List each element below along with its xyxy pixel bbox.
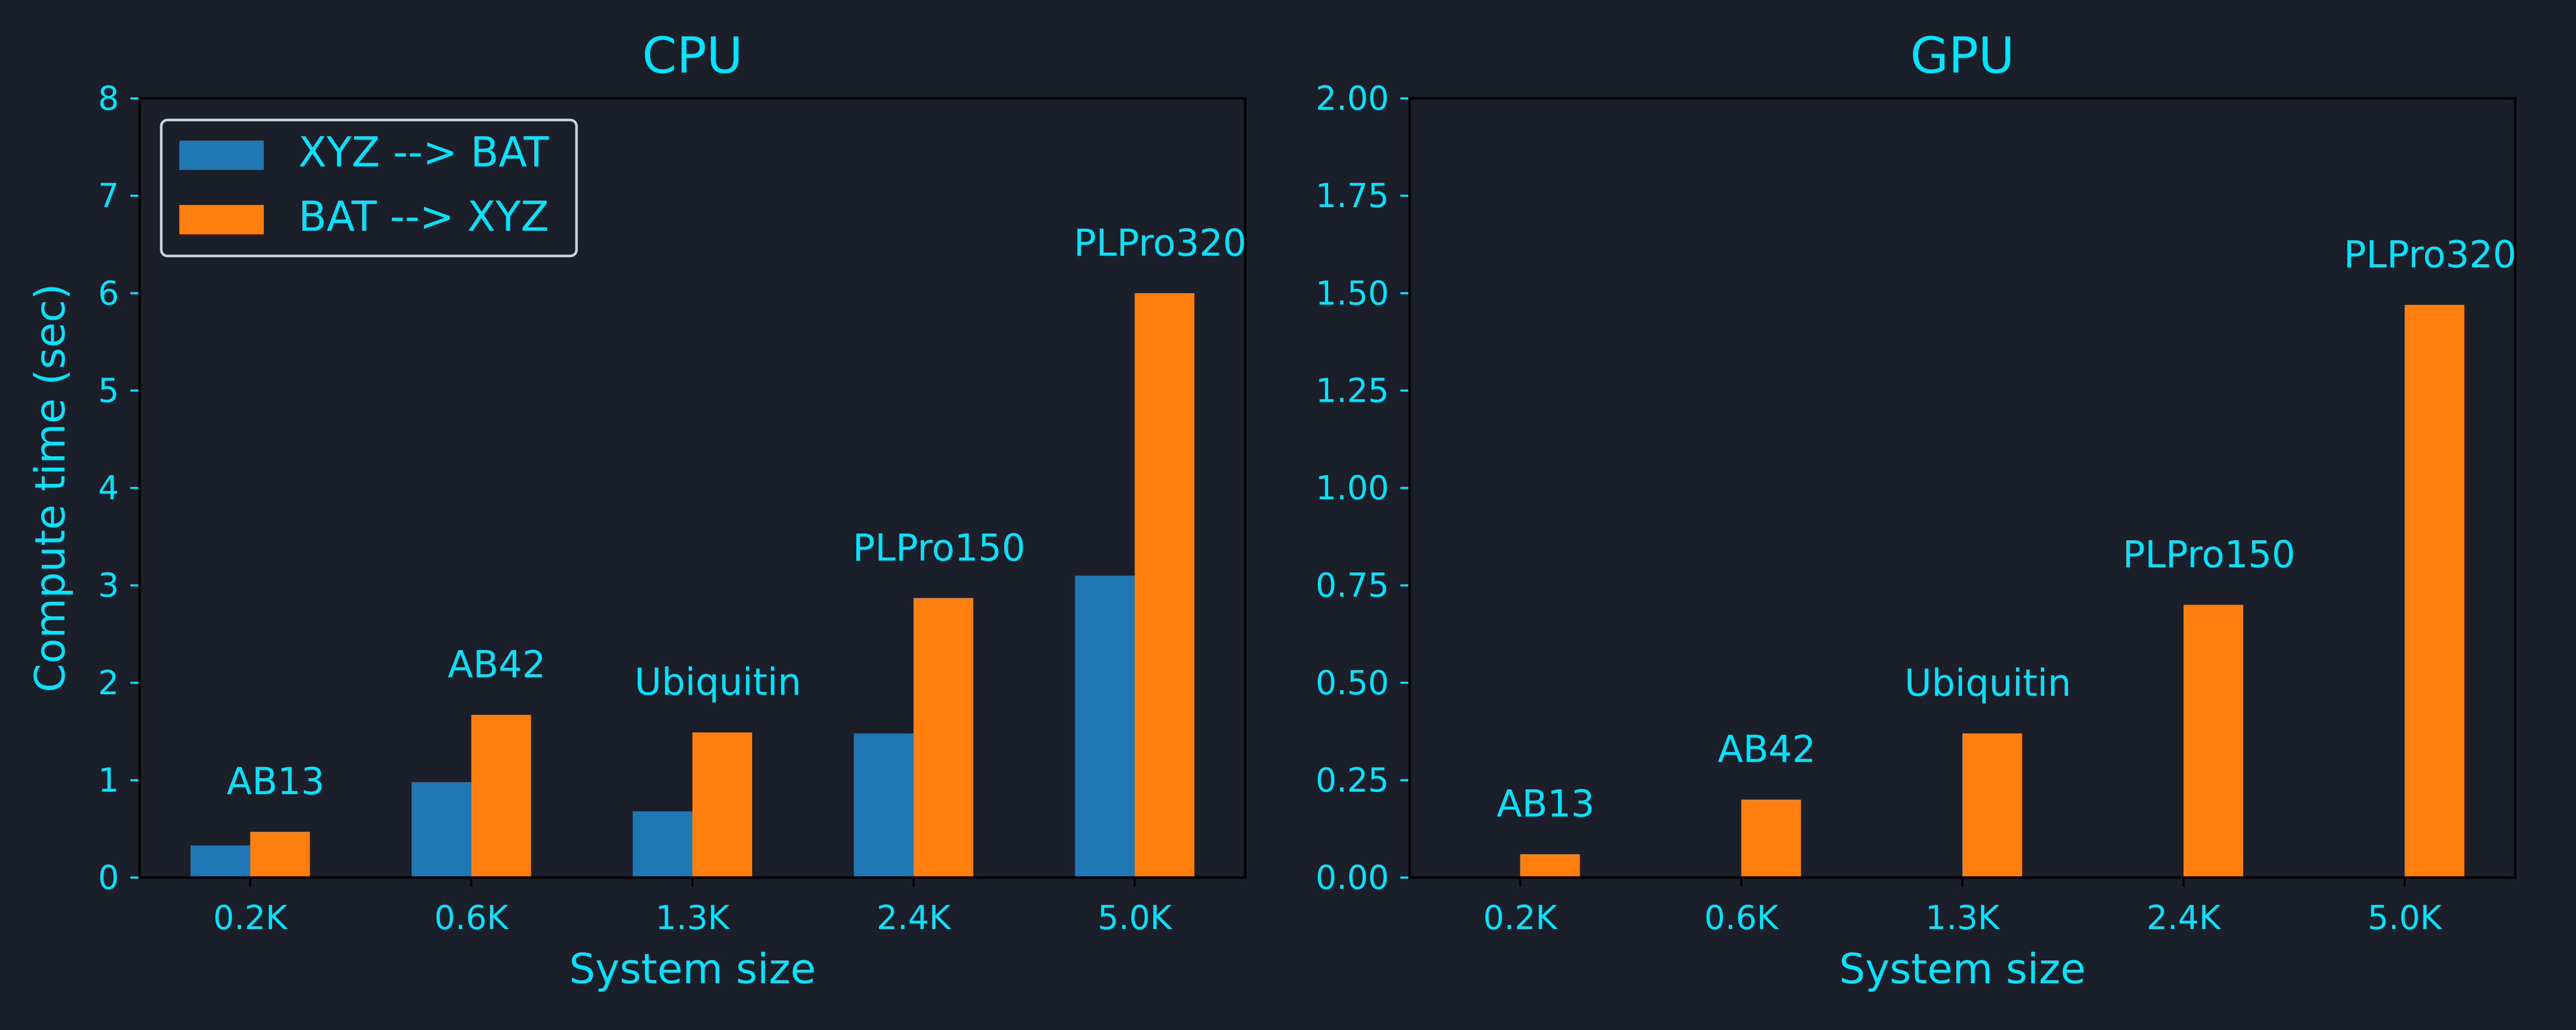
y-tick-label: 1	[98, 762, 119, 800]
y-tick-label: 1.00	[1316, 470, 1389, 508]
y-tick-label: 0.00	[1316, 859, 1389, 897]
x-tick-label: 0.2K	[213, 899, 289, 937]
bar-annotation: AB42	[448, 643, 546, 686]
bar-annotation: PLPro150	[853, 526, 1025, 569]
bar-xyz-bat-1.3K	[633, 811, 692, 878]
y-tick-label: 5	[98, 372, 119, 410]
legend-label: XYZ --> BAT	[298, 128, 550, 176]
bar-annotation: PLPro150	[2123, 533, 2295, 576]
bar-xyz-bat-5.0K	[1075, 575, 1135, 878]
bar-annotation: AB13	[227, 760, 325, 803]
legend-swatch	[179, 141, 264, 170]
axes-frame	[138, 97, 1247, 879]
bar-annotation: PLPro320	[1074, 221, 1246, 264]
y-tick-label: 1.50	[1316, 274, 1389, 313]
bar-annotation: AB42	[1718, 728, 1816, 771]
bar-xyz-bat-2.4K	[854, 733, 914, 878]
y-tick-label: 6	[98, 274, 119, 313]
y-tick-label: 0.75	[1316, 567, 1389, 605]
chart-panel-gpu: AB13 0.2K AB42 0.6K Ubiquitin 1.3K PLPro150 2.4…	[1316, 27, 2517, 993]
x-tick-label: 0.6K	[1704, 899, 1780, 937]
x-tick-label: 2.4K	[876, 899, 952, 937]
bar-annotation: Ubiquitin	[635, 660, 802, 703]
bar-bat-xyz-1.3K	[692, 732, 752, 878]
y-tick-label: 0.50	[1316, 664, 1389, 702]
y-tick-label: 7	[98, 177, 119, 215]
legend: XYZ --> BAT BAT --> XYZ	[160, 118, 578, 258]
bar-xyz-bat-0.2K	[190, 845, 250, 878]
bar-bat-xyz-1.3K	[1962, 733, 2022, 878]
bar-annotation: PLPro320	[2344, 233, 2516, 276]
bar-bat-xyz-0.2K	[250, 832, 310, 878]
axes-frame	[1408, 97, 2517, 879]
legend-box	[160, 118, 578, 258]
y-tick-label: 2	[98, 664, 119, 702]
y-tick-label: 1.75	[1316, 177, 1389, 215]
x-tick-label: 0.6K	[434, 899, 510, 937]
x-axis-label: System size	[569, 945, 816, 993]
y-axis-label: Compute time (sec)	[26, 284, 74, 693]
chart-panel-cpu: AB13 0.2K AB42 0.6K Ubiquitin 1.3K PLPro150 2.4…	[26, 27, 1247, 993]
x-tick-label: 2.4K	[2146, 899, 2222, 937]
legend-swatch	[179, 205, 264, 234]
bar-bat-xyz-2.4K	[913, 598, 974, 878]
y-tick-label: 1.25	[1316, 372, 1389, 410]
x-tick-label: 5.0K	[1098, 899, 1173, 937]
bar-bat-xyz-2.4K	[2183, 605, 2244, 878]
bar-bat-xyz-0.6K	[471, 715, 531, 878]
bar-annotation: Ubiquitin	[1905, 661, 2072, 705]
bar-annotation: AB13	[1497, 782, 1595, 826]
x-tick-label: 1.3K	[655, 899, 731, 937]
x-axis-label: System size	[1839, 945, 2086, 993]
bar-bat-xyz-0.6K	[1741, 799, 1801, 878]
chart-title: CPU	[642, 27, 742, 84]
bar-bat-xyz-5.0K	[1134, 293, 1195, 878]
legend-label: BAT --> XYZ	[298, 193, 549, 241]
bar-bat-xyz-0.2K	[1520, 854, 1580, 878]
y-tick-label: 0	[98, 859, 119, 897]
y-tick-label: 2.00	[1316, 80, 1389, 118]
y-tick-label: 4	[98, 470, 119, 508]
chart-title: GPU	[1910, 27, 2015, 84]
bar-bat-xyz-5.0K	[2404, 304, 2465, 878]
y-tick-label: 0.25	[1316, 762, 1389, 800]
y-tick-label: 8	[98, 80, 119, 118]
y-tick-label: 3	[98, 567, 119, 605]
bar-xyz-bat-0.6K	[411, 782, 471, 878]
x-tick-label: 1.3K	[1925, 899, 2001, 937]
x-tick-label: 5.0K	[2368, 899, 2443, 937]
x-tick-label: 0.2K	[1483, 899, 1558, 937]
